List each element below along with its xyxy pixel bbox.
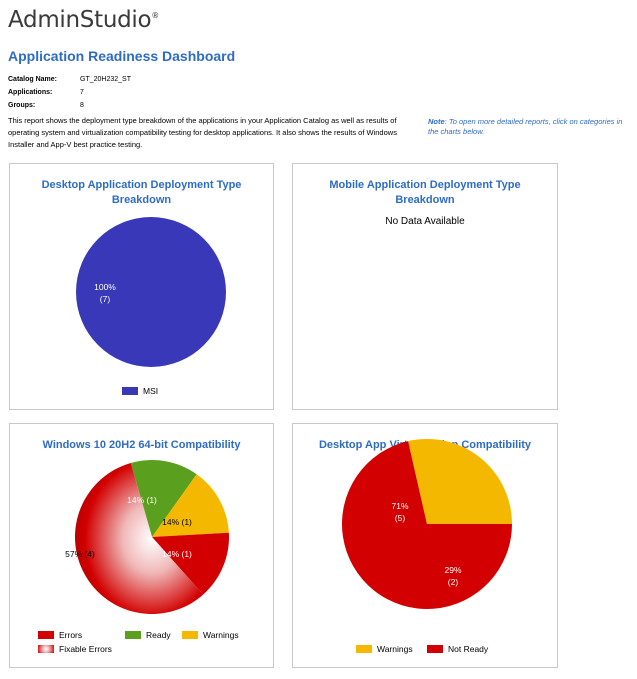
not-ready-pct-label: 71% <box>391 501 408 511</box>
registered-mark: ® <box>151 11 159 20</box>
legend-errors-label: Errors <box>59 630 83 640</box>
desktop-deployment-chart: 100% (7) <box>76 217 226 367</box>
msi-pct-label: 100% <box>94 282 116 292</box>
legend-virt-warnings[interactable]: Warnings <box>356 644 413 654</box>
desktop-deployment-panel: Desktop Application Deployment Type Brea… <box>9 163 274 410</box>
groups-label: Groups: <box>8 102 36 109</box>
fixable-errors-slice[interactable] <box>75 462 204 614</box>
fixable-errors-swatch <box>38 645 54 653</box>
applications-label: Applications: <box>8 89 53 96</box>
warnings-pct-label: 29% <box>444 565 461 575</box>
ready-swatch <box>125 631 141 639</box>
no-data-text: No Data Available <box>385 216 465 227</box>
errors-label: 14% (1) <box>162 549 192 559</box>
msi-count-label: (7) <box>100 294 111 304</box>
errors-swatch <box>38 631 54 639</box>
warnings-label: 14% (1) <box>162 517 192 527</box>
note-label: Note <box>428 117 445 126</box>
applications-value: 7 <box>80 89 84 96</box>
not-ready-count-label: (5) <box>395 513 406 523</box>
page-title: Application Readiness Dashboard <box>8 48 236 64</box>
windows-compat-chart: 14% (1) 14% (1) 14% (1) 57% (4) <box>65 459 229 614</box>
legend-msi[interactable]: MSI <box>122 386 158 396</box>
legend-errors[interactable]: Errors <box>38 630 82 640</box>
catalog-name-label: Catalog Name: <box>8 76 58 83</box>
windows-compat-title: Windows 10 20H2 64-bit Compatibility <box>42 439 241 451</box>
virt-warnings-swatch <box>356 645 372 653</box>
legend-ready-label: Ready <box>146 630 171 640</box>
legend-not-ready-label: Not Ready <box>448 644 489 654</box>
fixable-errors-label: 57% (4) <box>65 549 95 559</box>
msi-slice[interactable] <box>76 217 226 367</box>
virtualization-compat-panel: Desktop App Virtualization Compatibility… <box>292 423 558 668</box>
virt-warnings-slice[interactable] <box>408 438 512 524</box>
legend-not-ready[interactable]: Not Ready <box>427 644 488 654</box>
legend-virt-warnings-label: Warnings <box>377 644 413 654</box>
mobile-deployment-title: Mobile Application Deployment Type Break… <box>329 179 521 206</box>
warnings-slice[interactable] <box>152 474 229 537</box>
legend-fixable-errors[interactable]: Fixable Errors <box>38 644 112 654</box>
not-ready-slice[interactable] <box>342 441 512 609</box>
groups-value: 8 <box>80 102 84 109</box>
note-text: Note: To open more detailed reports, cli… <box>428 117 633 137</box>
catalog-info: Catalog Name: GT_20H232_ST Applications: 7… <box>8 73 131 112</box>
legend-ready[interactable]: Ready <box>125 630 171 640</box>
desktop-deployment-title: Desktop Application Deployment Type Brea… <box>41 179 242 206</box>
adminstudio-logo: AdminStudio® <box>8 7 159 33</box>
windows-compat-panel: Windows 10 20H2 64-bit Compatibility 14%… <box>9 423 274 668</box>
legend-warnings[interactable]: Warnings <box>182 630 239 640</box>
legend-msi-label: MSI <box>143 386 159 396</box>
catalog-name-value: GT_20H232_ST <box>80 76 131 83</box>
warnings-swatch <box>182 631 198 639</box>
virtualization-compat-chart: 71% (5) 29% (2) <box>342 438 512 609</box>
not-ready-swatch <box>427 645 443 653</box>
note-body: : To open more detailed reports, click o… <box>428 117 623 136</box>
mobile-deployment-panel: Mobile Application Deployment Type Break… <box>292 163 558 410</box>
ready-slice[interactable] <box>130 459 197 537</box>
report-description: This report shows the deployment type br… <box>8 116 397 149</box>
legend-fixable-errors-label: Fixable Errors <box>59 644 112 654</box>
legend-warnings-label: Warnings <box>203 630 239 640</box>
warnings-count-label: (2) <box>448 577 459 587</box>
msi-swatch <box>122 387 138 395</box>
ready-label: 14% (1) <box>127 495 157 505</box>
logo-text: AdminStudio <box>8 7 152 33</box>
errors-slice[interactable] <box>152 532 229 595</box>
